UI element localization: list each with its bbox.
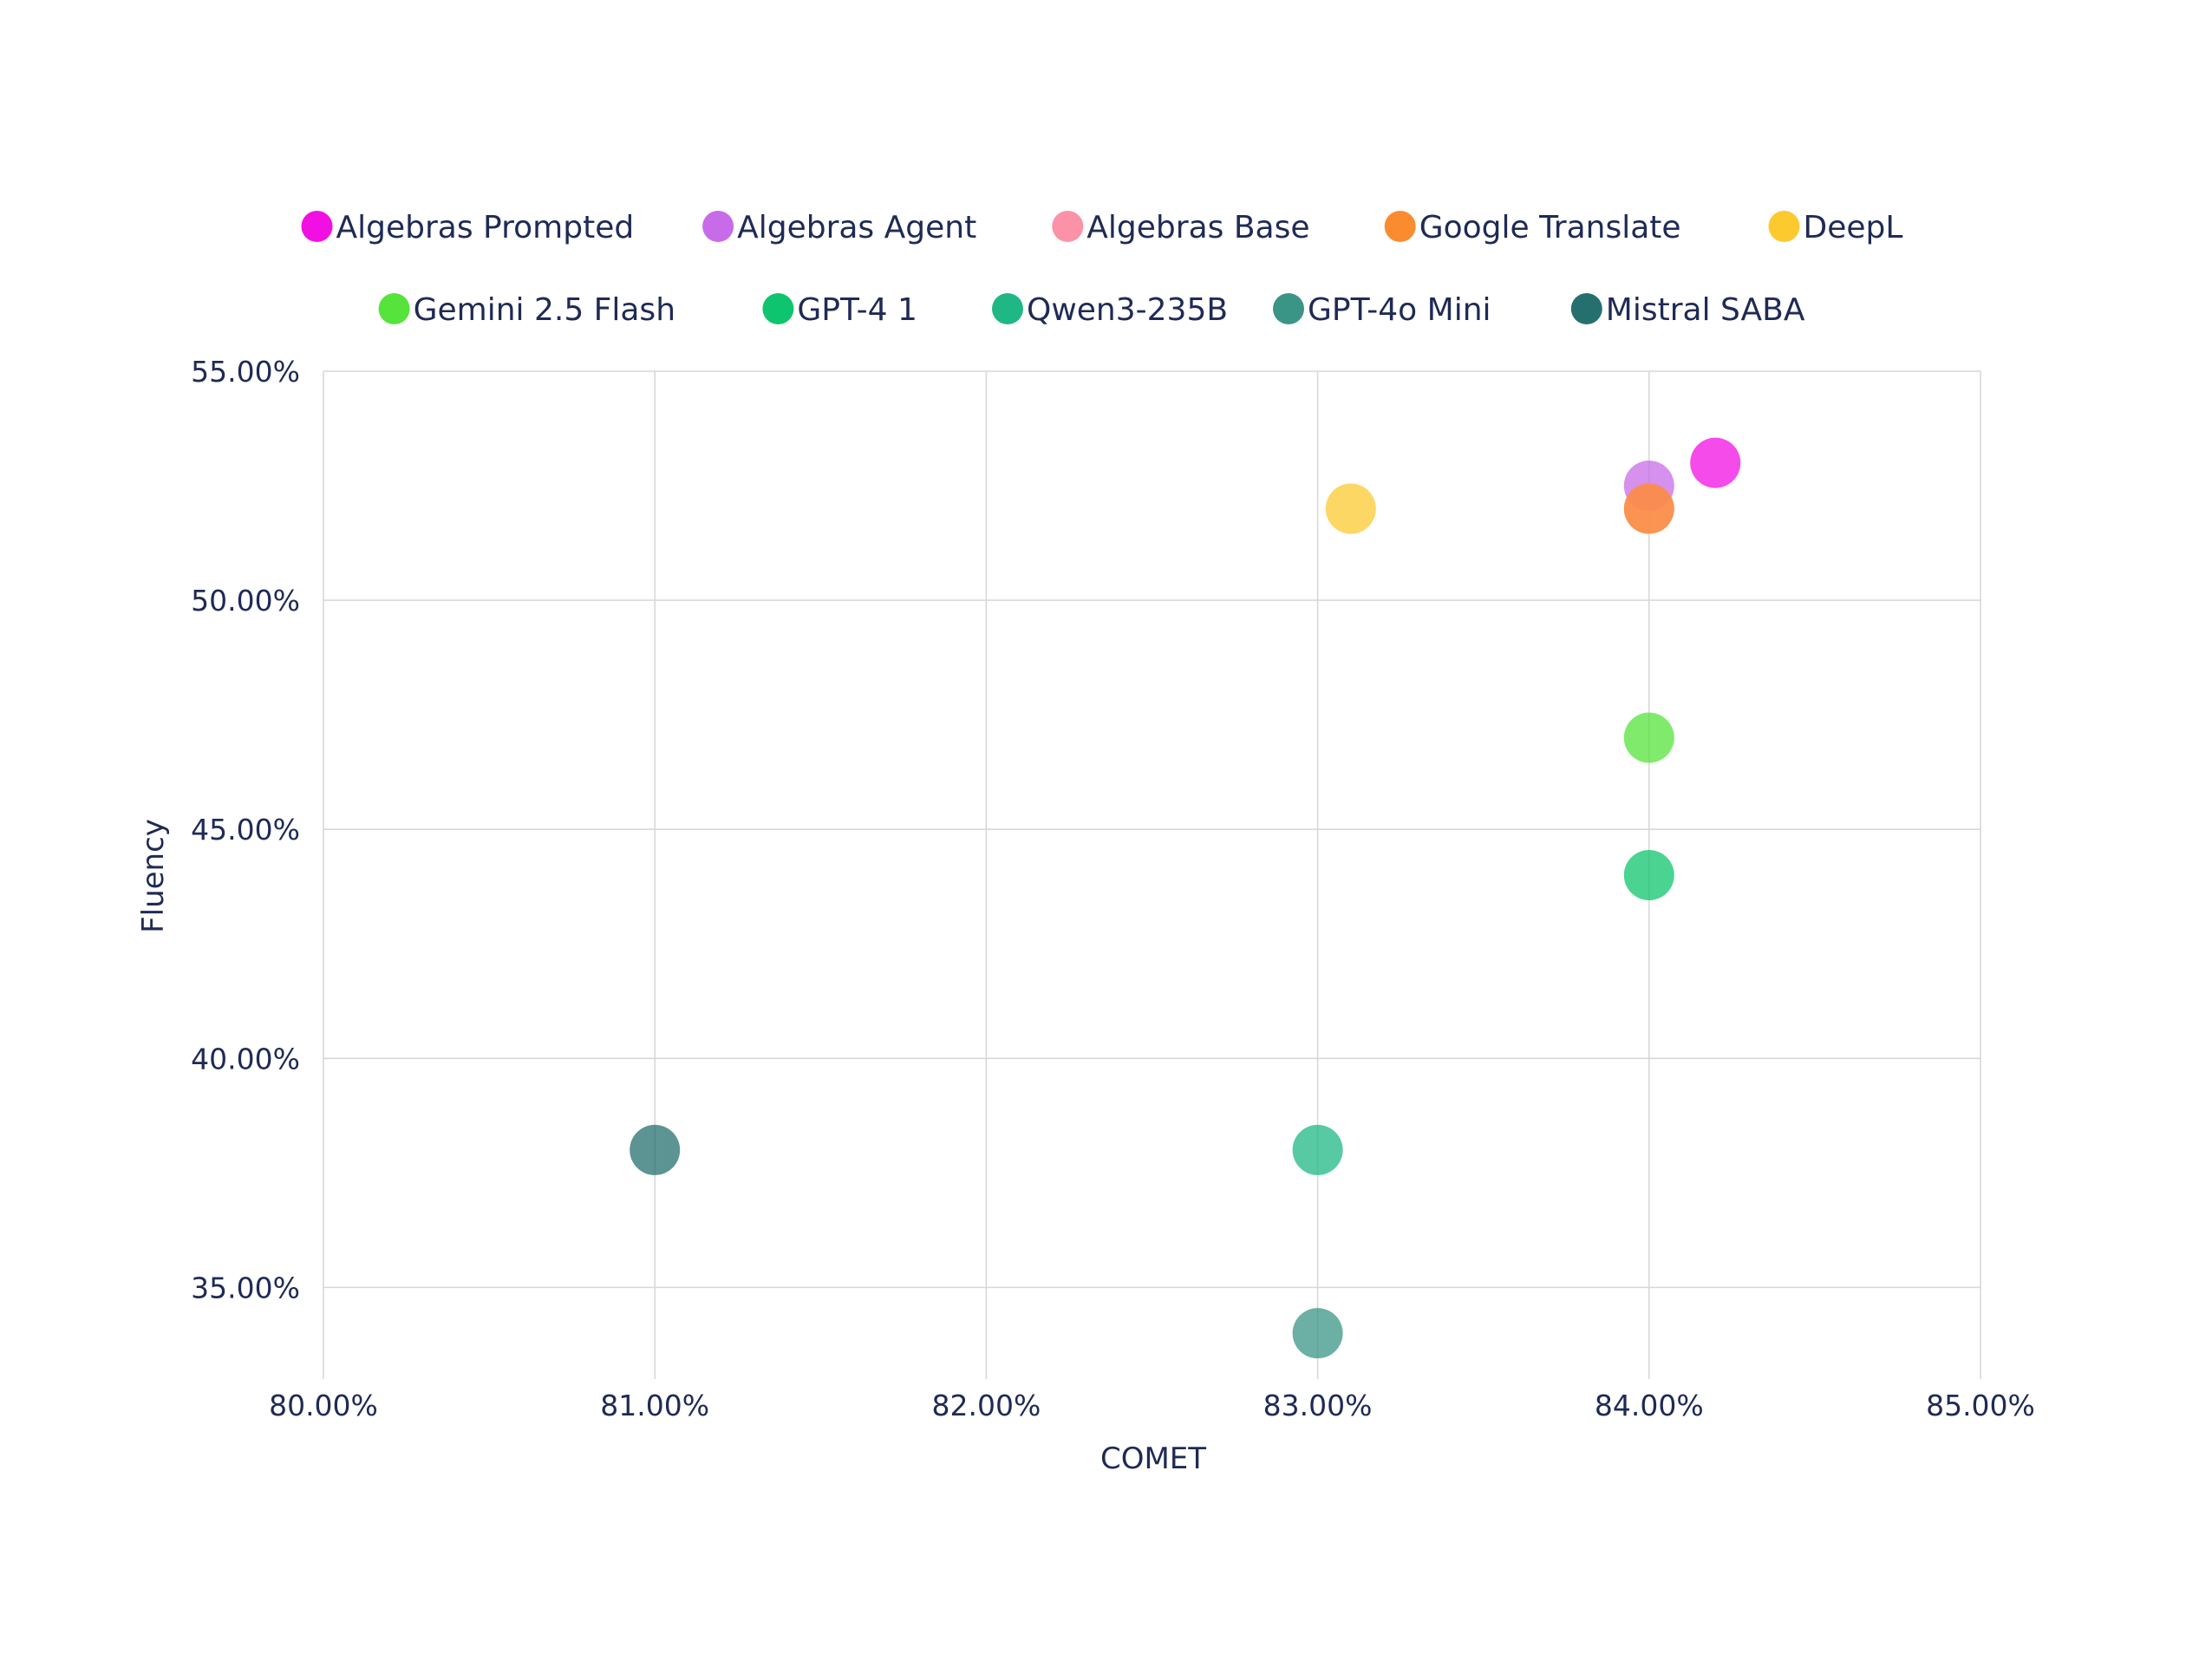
data-point-algebras-prompted[interactable] <box>1690 437 1741 488</box>
legend-label: GPT-4 1 <box>797 292 917 328</box>
data-point-gpt-4-1[interactable] <box>1623 850 1674 900</box>
legend-item[interactable]: Qwen3-235B <box>992 292 1228 328</box>
legend-marker-icon <box>1768 211 1800 242</box>
legend-label: DeepL <box>1804 210 1903 245</box>
legend-marker-icon <box>1570 293 1602 324</box>
x-tick-label: 81.00% <box>600 1389 709 1422</box>
x-tick-label: 83.00% <box>1263 1389 1373 1422</box>
legend-marker-icon <box>301 211 333 242</box>
legend-marker-icon <box>762 293 794 324</box>
legend-item[interactable]: Mistral SABA <box>1570 292 1805 328</box>
data-point-deepl[interactable] <box>1325 483 1376 534</box>
legend-item[interactable]: Gemini 2.5 Flash <box>378 292 675 328</box>
legend-item[interactable]: Algebras Prompted <box>301 210 635 245</box>
legend-label: Google Translate <box>1419 210 1681 245</box>
legend-item[interactable]: Google Translate <box>1384 210 1681 245</box>
legend-marker-icon <box>1384 211 1416 242</box>
legend-item[interactable]: Algebras Base <box>1052 210 1310 245</box>
y-tick-label: 50.00% <box>191 584 300 618</box>
legend-label: Mistral SABA <box>1606 292 1805 328</box>
x-tick-label: 80.00% <box>269 1389 378 1422</box>
x-tick-label: 84.00% <box>1595 1389 1704 1422</box>
grid <box>323 370 1981 1379</box>
legend-marker-icon <box>992 293 1023 324</box>
legend-marker-icon <box>702 211 734 242</box>
data-point-qwen3-235b[interactable] <box>1292 1124 1343 1175</box>
axis-ticks: 80.00% 81.00% 82.00% 83.00% 84.00% 85.00% 35.0… <box>191 355 2035 1422</box>
legend-label: Algebras Agent <box>737 210 976 245</box>
data-point-gemini-2-5-flash[interactable] <box>1623 712 1674 763</box>
x-tick-label: 82.00% <box>931 1389 1041 1422</box>
data-point-gpt-4o-mini[interactable] <box>1292 1308 1343 1359</box>
legend-marker-icon <box>1052 211 1084 242</box>
legend-item[interactable]: GPT-4 1 <box>762 292 917 328</box>
legend-item[interactable]: GPT-4o Mini <box>1273 292 1491 328</box>
y-tick-label: 45.00% <box>191 813 300 847</box>
legend-label: Qwen3-235B <box>1027 292 1228 328</box>
legend-item[interactable]: Algebras Agent <box>702 210 976 245</box>
y-tick-label: 40.00% <box>191 1042 300 1075</box>
x-tick-label: 85.00% <box>1926 1389 2035 1422</box>
y-axis-title: Fluency <box>136 819 171 933</box>
data-point-mistral-saba[interactable] <box>630 1124 681 1175</box>
y-tick-label: 35.00% <box>191 1271 300 1304</box>
legend-label: Algebras Prompted <box>336 210 635 245</box>
legend-label: GPT-4o Mini <box>1308 292 1491 328</box>
legend-marker-icon <box>1273 293 1304 324</box>
data-points <box>630 437 1741 1359</box>
legend: Algebras Prompted Algebras Agent Algebras … <box>301 210 1903 328</box>
legend-label: Algebras Base <box>1086 210 1309 245</box>
legend-label: Gemini 2.5 Flash <box>414 292 675 328</box>
legend-item[interactable]: DeepL <box>1768 210 1903 245</box>
x-axis-title: COMET <box>1100 1441 1206 1476</box>
y-tick-label: 55.00% <box>191 355 300 389</box>
legend-marker-icon <box>378 293 410 324</box>
data-point-google-translate[interactable] <box>1623 483 1674 534</box>
